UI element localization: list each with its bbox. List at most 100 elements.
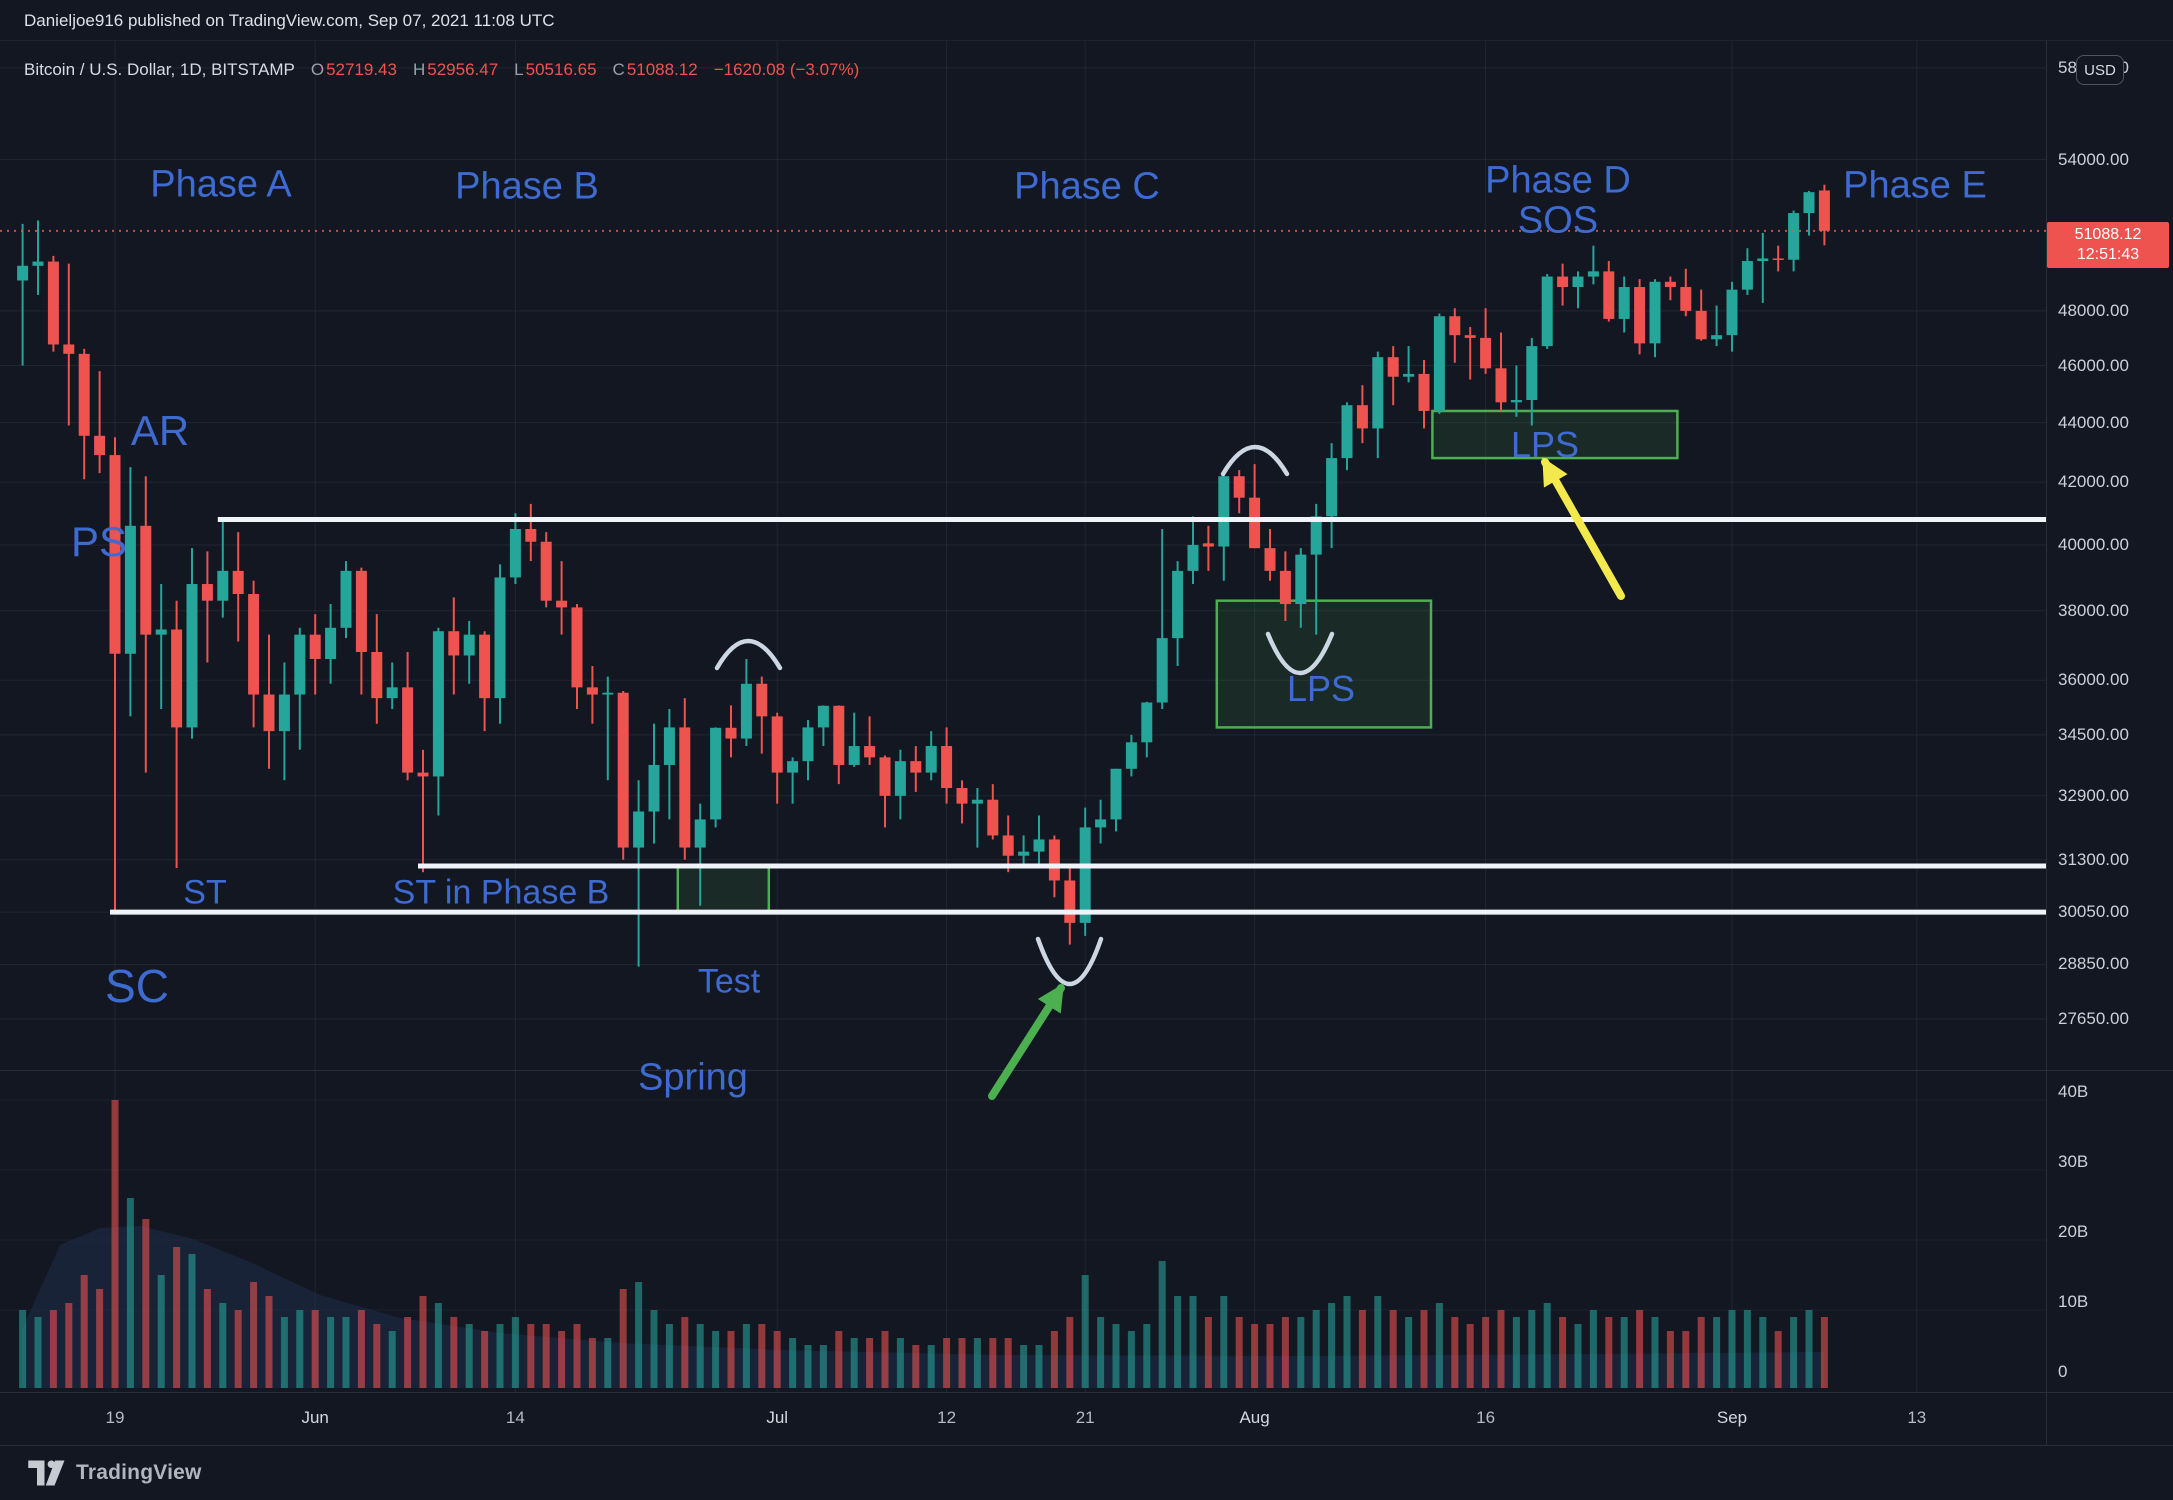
volume-bar (1358, 1310, 1366, 1388)
price-axis-border (2046, 41, 2047, 1445)
time-tick-16: 16 (1476, 1408, 1496, 1427)
volume-bar (65, 1303, 73, 1388)
volume-bar (804, 1345, 812, 1388)
candle-body (1634, 287, 1646, 344)
time-tick-14: 14 (505, 1408, 525, 1427)
candle-body (1818, 190, 1830, 231)
candle-body (1803, 192, 1815, 214)
candle-body (848, 746, 860, 765)
volume-bar (1312, 1310, 1320, 1388)
time-tick-21: 21 (1075, 1408, 1095, 1427)
volume-bar (927, 1345, 935, 1388)
volume-bar (1482, 1317, 1490, 1388)
volume-bar (1081, 1275, 1089, 1388)
candle-body (340, 570, 352, 628)
symbol-title[interactable]: Bitcoin / U.S. Dollar, 1D, BITSTAMP (24, 60, 295, 79)
price-tick: 31300.00 (2058, 849, 2129, 869)
volume-bar (1589, 1310, 1597, 1388)
candle-body (1618, 287, 1630, 319)
candle-body (47, 261, 59, 345)
candle-body (17, 265, 29, 281)
candle-body (1788, 213, 1800, 260)
volume-bar (619, 1289, 627, 1388)
volume-bar (989, 1338, 997, 1388)
time-tick-12: 12 (937, 1408, 957, 1427)
ohlc-high: H 52956.47 (412, 60, 499, 79)
volume-bar (450, 1317, 458, 1388)
tradingview-logo-icon[interactable] (28, 1458, 66, 1488)
volume-bar (1466, 1324, 1474, 1388)
candle-body (32, 261, 44, 266)
volume-bar (1805, 1310, 1813, 1388)
candle-body (1741, 261, 1753, 290)
ohlc-close: C 51088.12 (612, 60, 698, 79)
candle-body (1418, 373, 1430, 411)
volume-bar (111, 1100, 119, 1388)
volume-bar (265, 1296, 273, 1388)
candle-body (1695, 310, 1707, 340)
footer-bar: TradingView (0, 1446, 2173, 1500)
publish-bar: Danieljoe916 published on TradingView.co… (0, 0, 2173, 41)
volume-bar (973, 1338, 981, 1388)
ohlc-low: L 50516.65 (514, 60, 597, 79)
currency-button[interactable]: USD (2076, 55, 2124, 85)
volume-bar (157, 1275, 165, 1388)
volume-bar (635, 1282, 643, 1388)
candle-body (1541, 276, 1553, 347)
candle-body (617, 692, 629, 848)
volume-bar (542, 1324, 550, 1388)
volume-bar (1374, 1296, 1382, 1388)
volume-bar (681, 1317, 689, 1388)
pane-separator (0, 1070, 2173, 1071)
candle-body (140, 525, 152, 635)
candle-body (1202, 543, 1214, 547)
candle-body (1233, 476, 1245, 498)
tradingview-brand[interactable]: TradingView (76, 1461, 202, 1484)
volume-bar (758, 1324, 766, 1388)
volume-bar (1743, 1310, 1751, 1388)
volume-bar (49, 1310, 57, 1388)
volume-bar (650, 1310, 658, 1388)
volume-bar (1713, 1317, 1721, 1388)
candle-body (586, 687, 598, 695)
bar-countdown: 12:51:43 (2076, 245, 2140, 263)
volume-bar (1158, 1261, 1166, 1388)
candle-body (1664, 281, 1676, 288)
price-tick: 32900.00 (2058, 785, 2129, 805)
candle-body (1649, 281, 1661, 344)
candle-body (309, 634, 321, 659)
volume-bar (373, 1324, 381, 1388)
volume-bar (1497, 1310, 1505, 1388)
volume-bar (234, 1310, 242, 1388)
volume-bar (1620, 1317, 1628, 1388)
volume-bar (404, 1317, 412, 1388)
price-axis[interactable]: 58000.0054000.0048000.0046000.0044000.00… (2047, 41, 2173, 1445)
volume-bar (789, 1338, 797, 1388)
candle-body (833, 705, 845, 765)
volume-bar (1451, 1317, 1459, 1388)
volume-bar (357, 1310, 365, 1388)
candle-body (1187, 544, 1199, 571)
price-tick: 42000.00 (2058, 472, 2129, 492)
candle-body (1079, 827, 1091, 923)
volume-bar (1666, 1331, 1674, 1388)
volume-bar (1435, 1303, 1443, 1388)
candle-body (402, 687, 414, 773)
chart-legend[interactable]: Bitcoin / U.S. Dollar, 1D, BITSTAMP O 527… (24, 60, 859, 80)
volume-bar (1251, 1324, 1259, 1388)
candle-body (1341, 405, 1353, 459)
volume-bar (558, 1331, 566, 1388)
volume-bar (773, 1331, 781, 1388)
time-axis[interactable]: 19 Jun 14 Jul 12 21 Aug 16 Sep 13 (0, 1393, 2046, 1445)
candle-body (679, 727, 691, 848)
volume-bar (296, 1310, 304, 1388)
volume-bar (1235, 1317, 1243, 1388)
candle-body (448, 631, 460, 656)
candle-body (1156, 638, 1168, 703)
candle-body (1495, 368, 1507, 403)
candle-body (201, 584, 213, 601)
volume-bar (1574, 1324, 1582, 1388)
candle-body (355, 570, 367, 652)
volume-bar (434, 1303, 442, 1388)
